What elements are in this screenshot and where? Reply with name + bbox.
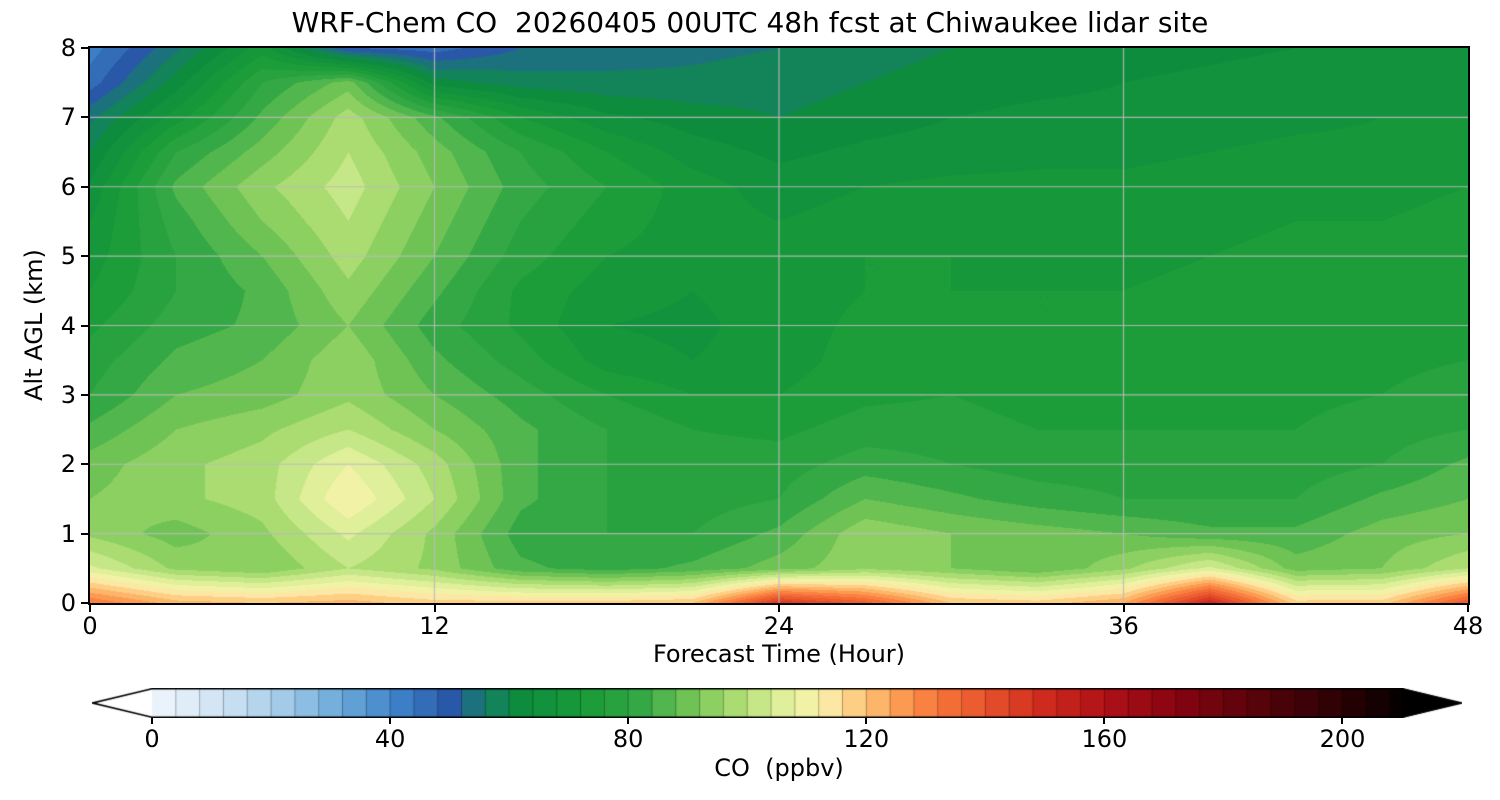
- colorbar-tick-mark: [389, 718, 392, 724]
- x-tick-label: 48: [1452, 612, 1484, 640]
- y-tick-mark: [81, 255, 88, 258]
- colorbar-tick-mark: [151, 718, 153, 724]
- y-tick-mark: [81, 602, 88, 604]
- colorbar-tick-label: 0: [144, 725, 160, 753]
- x-tick-mark: [433, 605, 436, 612]
- colorbar-tick-mark: [1103, 718, 1106, 724]
- y-tick-label: 3: [60, 380, 76, 409]
- colorbar-tick-mark: [627, 718, 630, 724]
- y-tick-label: 5: [60, 241, 76, 270]
- colorbar-tick-label: 80: [612, 725, 644, 753]
- y-tick-label: 8: [60, 33, 76, 62]
- plot-area: [88, 46, 1470, 605]
- x-tick-label: 0: [82, 612, 98, 640]
- y-tick-mark: [81, 532, 88, 535]
- y-tick-mark: [81, 393, 88, 396]
- x-tick-mark: [778, 605, 780, 612]
- chart-title: WRF-Chem CO 20260405 00UTC 48h fcst at C…: [291, 6, 1209, 39]
- colorbar-tick-label: 200: [1319, 725, 1366, 753]
- y-tick-mark: [81, 324, 88, 327]
- y-tick-mark: [81, 185, 88, 188]
- x-tick-label: 36: [1108, 612, 1139, 640]
- y-tick-mark: [81, 47, 88, 49]
- x-tick-mark: [89, 605, 91, 612]
- y-tick-label: 1: [60, 519, 76, 548]
- y-tick-label: 4: [60, 311, 76, 340]
- x-tick-label: 12: [419, 612, 450, 640]
- y-tick-label: 6: [60, 172, 76, 201]
- colorbar-label: CO (ppbv): [714, 754, 844, 782]
- colorbar-tick-mark: [865, 718, 868, 724]
- x-tick-label: 24: [763, 612, 795, 640]
- y-tick-label: 7: [60, 103, 76, 132]
- x-tick-mark: [1467, 605, 1469, 612]
- colorbar-tick-label: 160: [1081, 725, 1128, 753]
- x-axis-label: Forecast Time (Hour): [652, 640, 906, 668]
- x-tick-mark: [1122, 605, 1125, 612]
- colorbar-tick-label: 120: [843, 725, 890, 753]
- colorbar-tick-label: 40: [374, 725, 406, 753]
- contour-canvas: [90, 48, 1468, 603]
- y-tick-mark: [81, 463, 88, 466]
- y-tick-label: 2: [60, 450, 76, 479]
- y-tick-label: 0: [60, 588, 76, 617]
- y-tick-mark: [81, 116, 88, 119]
- colorbar-tick-mark: [1341, 718, 1344, 724]
- colorbar: [92, 688, 1462, 718]
